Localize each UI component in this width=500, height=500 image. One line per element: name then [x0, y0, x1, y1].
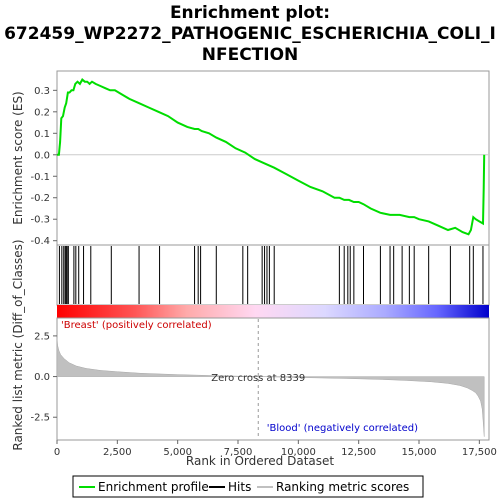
zero-cross-label: Zero cross at 8339	[211, 373, 305, 384]
x-tick-label: 0	[54, 447, 60, 458]
x-tick-label: 5,000	[163, 447, 192, 458]
ranking-metric-area	[56, 337, 485, 437]
es-y-tick-label: 0.3	[34, 86, 50, 97]
chart-title-line-2: 672459_WP2272_PATHOGENIC_ESCHERICHIA_COL…	[4, 24, 496, 44]
chart-title-line-1: Enrichment plot:	[170, 3, 330, 23]
hit-lines	[58, 246, 484, 304]
x-axis-label: Rank in Ordered Dataset	[186, 454, 334, 468]
es-panel: 0.3 0.2 0.1 0.0 -0.1 -0.2 -0.3 -0.4 Enrichment …	[11, 70, 490, 247]
legend-label-metric: Ranking metric scores	[276, 480, 409, 494]
metric-panel: 2.5 0.0 -2.5 'Breast' (positively correlat…	[11, 239, 490, 451]
metric-y-axis-label: Ranked list metric (Diff_of_Classes)	[11, 239, 25, 450]
es-y-tick-label: -0.1	[30, 172, 50, 183]
es-panel-frame	[56, 70, 490, 246]
x-tick-label: 15,000	[402, 447, 437, 458]
metric-y-tick-label: -2.5	[30, 413, 50, 424]
chart-title-line-3: NFECTION	[202, 45, 299, 65]
x-axis: 0 2,500 5,000 7,500 10,000 12,500 15,000 17,500	[54, 440, 497, 458]
x-tick-label: 10,000	[281, 447, 316, 458]
es-y-tick-label: 0.1	[34, 129, 50, 140]
es-y-tick-label: -0.2	[30, 193, 50, 204]
legend-label-hits: Hits	[228, 480, 251, 494]
es-y-tick-label: 0.0	[34, 150, 50, 161]
es-y-axis-label: Enrichment score (ES)	[11, 91, 25, 224]
hits-panel	[56, 244, 490, 306]
es-y-tick-label: -0.4	[30, 236, 50, 247]
enrichment-profile-line	[57, 78, 486, 236]
legend-label-enrichment: Enrichment profile	[98, 480, 209, 494]
rank-color-band	[57, 305, 489, 318]
x-tick-label: 12,500	[341, 447, 376, 458]
legend-frame	[72, 475, 424, 498]
hits-panel-frame	[56, 244, 490, 306]
legend: Enrichment profile Hits Ranking metric s…	[72, 475, 424, 498]
es-y-axis: 0.3 0.2 0.1 0.0 -0.1 -0.2 -0.3 -0.4	[30, 86, 57, 247]
x-tick-label: 2,500	[103, 447, 132, 458]
metric-y-tick-label: 2.5	[34, 331, 50, 342]
rank-color-gradient	[57, 305, 489, 318]
positive-class-label: 'Breast' (positively correlated)	[61, 320, 212, 331]
x-tick-label: 17,500	[462, 447, 497, 458]
metric-y-tick-label: 0.0	[34, 372, 50, 383]
x-tick-label: 7,500	[224, 447, 253, 458]
negative-class-label: 'Blood' (negatively correlated)	[267, 423, 418, 434]
es-y-tick-label: 0.2	[34, 107, 50, 118]
es-y-tick-label: -0.3	[30, 215, 50, 226]
metric-y-axis: 2.5 0.0 -2.5	[30, 331, 57, 424]
